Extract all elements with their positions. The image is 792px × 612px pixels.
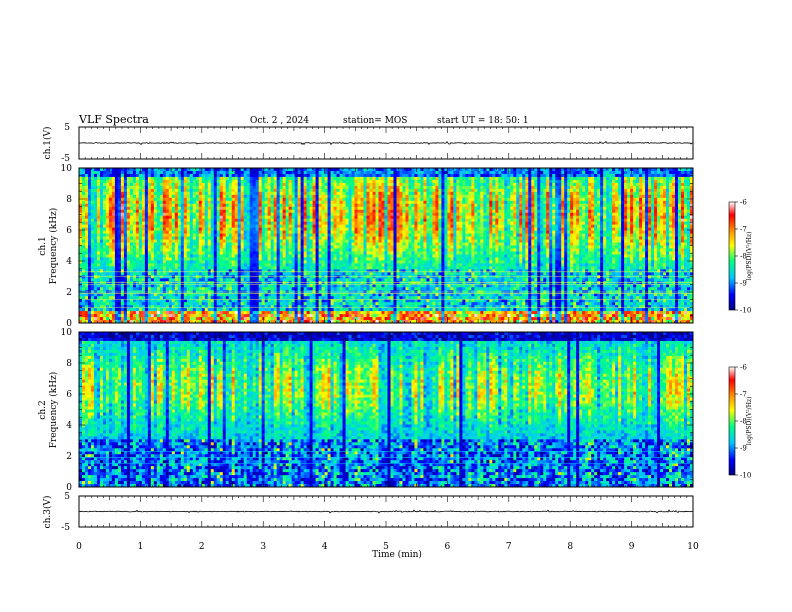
- ch1-spec-ylabel: ch.1: [38, 236, 48, 255]
- time-axis-ticks: [78, 127, 694, 527]
- time-axis-title: Time (min): [372, 549, 422, 560]
- ch1-ytick-top: 5: [64, 123, 70, 133]
- ch1-waveform-ylabel: ch.1(V): [42, 127, 53, 160]
- colorbar-tick-label: -9: [740, 280, 747, 288]
- ch3-ytick-top: 5: [64, 492, 70, 502]
- colorbar-tick-label: -7: [740, 391, 747, 399]
- freq-tick-label: 2: [66, 288, 72, 298]
- time-tick-label: 0: [76, 542, 82, 552]
- freq-tick-label: 4: [66, 257, 72, 267]
- ch1-spectrogram-panel: 0 2 4 6 8 10 ch.1 Frequency (kHz): [38, 164, 694, 329]
- colorbar-tick-label: -7: [740, 226, 747, 234]
- ch3-ytick-bottom: -5: [61, 523, 70, 533]
- ch1-ytick-bottom: -5: [61, 154, 70, 164]
- colorbar-tick-label: -6: [740, 364, 747, 372]
- station-label: station= MOS: [343, 116, 407, 126]
- figure-title: VLF Spectra: [78, 113, 149, 126]
- freq-tick-label: 8: [66, 195, 72, 205]
- time-tick-label: 1: [138, 542, 144, 552]
- ch2-colorbar-label: log(PSD)(V²/Hz): [746, 397, 753, 446]
- time-tick-label: 2: [199, 542, 205, 552]
- freq-tick-label: 0: [66, 319, 72, 329]
- time-axis-labels: 0 1 2 3 4 5 6 7 8 9 10: [76, 542, 699, 552]
- colorbar-tick-label: -8: [740, 418, 747, 426]
- ch1-colorbar-label: log(PSD)(V²/Hz): [746, 232, 753, 281]
- ch3-waveform-trace: [78, 509, 694, 514]
- ch2-colorbar: -6 -7 -8 -9 -10 log(PSD)(V²/Hz): [728, 364, 753, 480]
- ch3-waveform-ylabel: ch.3(V): [42, 496, 53, 529]
- freq-tick-label: 0: [66, 483, 72, 493]
- freq-tick-label: 6: [66, 226, 72, 236]
- time-tick-label: 6: [445, 542, 451, 552]
- ch1-spec-ylabel-freq: Frequency (kHz): [48, 208, 59, 285]
- colorbar-tick-label: -6: [740, 199, 747, 207]
- start-time-label: start UT = 18: 50: 1: [437, 116, 529, 126]
- ch2-spec-ylabel-freq: Frequency (kHz): [48, 372, 59, 449]
- freq-tick-label: 2: [66, 452, 72, 462]
- colorbar-tick-label: -10: [740, 472, 751, 480]
- ch2-freq-ticks: 0 2 4 6 8 10: [61, 328, 693, 493]
- freq-tick-label: 10: [61, 164, 73, 174]
- colorbar-tick-label: -10: [740, 307, 751, 315]
- colorbar-tick-label: -8: [740, 253, 747, 261]
- date-label: Oct. 2 , 2024: [250, 116, 309, 126]
- ch1-spectrogram-image: [79, 168, 693, 323]
- colorbar-tick-label: -9: [740, 445, 747, 453]
- time-tick-label: 7: [506, 542, 512, 552]
- ch1-colorbar: -6 -7 -8 -9 -10 log(PSD)(V²/Hz): [728, 199, 753, 315]
- time-tick-label: 9: [629, 542, 635, 552]
- time-tick-label: 4: [322, 542, 328, 552]
- time-tick-label: 10: [687, 542, 699, 552]
- freq-tick-label: 10: [61, 328, 73, 338]
- ch2-spectrogram-image: [79, 332, 693, 487]
- ch2-spec-ylabel: ch.2: [38, 400, 48, 419]
- ch1-freq-ticks: 0 2 4 6 8 10: [61, 164, 693, 329]
- freq-tick-label: 8: [66, 359, 72, 369]
- ch1-waveform-trace: [78, 140, 694, 146]
- time-tick-label: 8: [567, 542, 573, 552]
- time-tick-label: 3: [260, 542, 266, 552]
- freq-tick-label: 6: [66, 390, 72, 400]
- freq-tick-label: 4: [66, 421, 72, 431]
- time-tick-label: 5: [383, 542, 389, 552]
- ch2-spectrogram-panel: 0 2 4 6 8 10 ch.2 Frequency (kHz): [38, 328, 694, 493]
